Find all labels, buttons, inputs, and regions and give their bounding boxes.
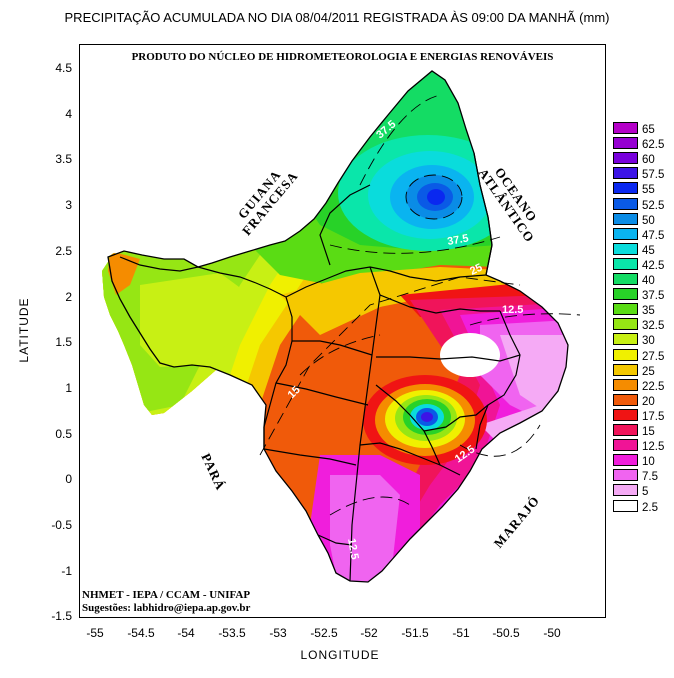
y-tick-label: 4 — [65, 107, 72, 121]
legend-label: 5 — [642, 486, 649, 499]
legend-swatch — [613, 484, 638, 497]
x-tick-label: -51 — [452, 626, 470, 640]
legend-swatch — [613, 333, 638, 346]
legend-swatch — [613, 318, 638, 331]
legend-label: 50 — [642, 214, 655, 227]
legend-label: 55 — [642, 184, 655, 197]
legend-swatch — [613, 152, 638, 165]
legend-label: 17.5 — [642, 410, 665, 423]
legend-swatch — [613, 348, 638, 361]
x-tick-label: -51.5 — [401, 626, 429, 640]
x-tick-label: -52 — [360, 626, 378, 640]
legend-label: 12.5 — [642, 441, 665, 454]
legend-label: 20 — [642, 395, 655, 408]
legend-label: 42.5 — [642, 259, 665, 272]
legend-label: 35 — [642, 305, 655, 318]
y-tick-label: 0.5 — [55, 427, 72, 441]
legend-swatch — [613, 212, 638, 225]
x-tick-label: -53 — [269, 626, 287, 640]
y-tick-label: -0.5 — [51, 518, 72, 532]
contour-label: 37.5 — [446, 232, 469, 248]
x-tick-label: -54.5 — [127, 626, 155, 640]
legend-swatch — [613, 303, 638, 316]
x-tick-label: -52.5 — [310, 626, 338, 640]
legend-swatch — [613, 227, 638, 240]
x-tick-label: -50 — [543, 626, 561, 640]
y-tick-label: 2 — [65, 290, 72, 304]
legend-swatch — [613, 137, 638, 150]
legend-swatch — [613, 122, 638, 134]
legend-label: 62.5 — [642, 139, 665, 152]
map-title: PRECIPITAÇÃO ACUMULADA NO DIA 08/04/2011… — [64, 10, 610, 25]
contour-label: 12.5 — [502, 304, 523, 316]
x-tick-label: -53.5 — [218, 626, 246, 640]
legend-label: 10 — [642, 456, 655, 469]
y-tick-label: 3.5 — [55, 152, 72, 166]
legend-swatch — [613, 273, 638, 285]
legend-label: 40 — [642, 275, 655, 287]
legend-label: 60 — [642, 154, 655, 167]
x-axis-label: LONGITUDE — [300, 648, 380, 662]
map-frame: PRODUTO DO NÚCLEO DE HIDROMETEOROLOGIA E… — [79, 44, 606, 618]
legend-label: 65 — [642, 124, 655, 136]
y-tick-label: 4.5 — [55, 61, 72, 75]
y-tick-label: 2.5 — [55, 244, 72, 258]
legend-label: 25 — [642, 365, 655, 378]
legend-label: 52.5 — [642, 199, 665, 212]
legend-swatch — [613, 454, 638, 467]
legend-swatch — [613, 167, 638, 180]
x-tick-label: -50.5 — [492, 626, 520, 640]
legend-label: 45 — [642, 244, 655, 257]
legend-swatch — [613, 182, 638, 195]
contour-label: 12.5 — [345, 537, 361, 560]
legend-label: 15 — [642, 426, 655, 438]
legend-label: 47.5 — [642, 229, 665, 242]
map-subtitle: PRODUTO DO NÚCLEO DE HIDROMETEOROLOGIA E… — [131, 51, 554, 63]
legend-swatch — [613, 439, 638, 452]
y-tick-label: -1 — [61, 564, 72, 578]
y-tick-label: 1 — [65, 381, 72, 395]
legend-label: 2.5 — [642, 501, 658, 514]
legend-swatch — [613, 424, 638, 436]
legend-swatch — [613, 288, 638, 301]
legend-label: 57.5 — [642, 169, 665, 182]
legend-label: 27.5 — [642, 350, 665, 363]
legend-label: 30 — [642, 335, 655, 348]
y-axis-label: LATITUDE — [17, 297, 31, 363]
legend-swatch — [613, 378, 638, 391]
x-tick-label: -55 — [86, 626, 104, 640]
y-tick-label: 1.5 — [55, 335, 72, 349]
legend-swatch — [613, 257, 638, 270]
contour-label: 25 — [468, 262, 484, 278]
y-tick-label: -1.5 — [51, 609, 72, 623]
legend-label: 32.5 — [642, 320, 665, 333]
legend-label: 7.5 — [642, 471, 658, 484]
legend-swatch — [613, 197, 638, 210]
y-tick-label: 3 — [65, 198, 72, 212]
legend-swatch — [613, 242, 638, 255]
legend-swatch — [613, 499, 638, 512]
credits-line: NHMET - IEPA / CCAM - UNIFAP — [82, 589, 251, 601]
credits-line: Sugestões: labhidro@iepa.ap.gov.br — [82, 602, 251, 614]
legend-swatch — [613, 363, 638, 376]
legend-label: 22.5 — [642, 380, 665, 393]
y-tick-label: 0 — [65, 472, 72, 486]
legend-label: 37.5 — [642, 290, 665, 303]
legend-swatch — [613, 408, 638, 421]
x-tick-label: -54 — [177, 626, 195, 640]
credits: NHMET - IEPA / CCAM - UNIFAP Sugestões: … — [82, 589, 250, 615]
legend-swatch — [613, 469, 638, 482]
legend-swatch — [613, 393, 638, 406]
precipitation-map: 37.5 37.5 25 12.5 12.5 12.5 15 — [102, 70, 581, 583]
